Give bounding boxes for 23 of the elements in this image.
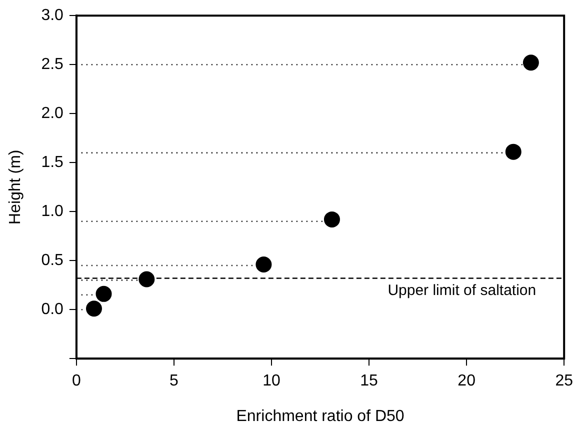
point [256,256,272,273]
point [324,211,340,228]
y-tick-label: 0.5 [41,252,64,270]
y-tick-label: 2.0 [41,105,64,122]
point [86,300,102,317]
x-tick-label: 15 [360,372,378,390]
x-tick-label: 5 [170,372,179,390]
x-tick-label: 10 [262,372,281,390]
point [138,271,155,288]
y-tick-label: 1.5 [41,154,64,172]
point [522,54,539,71]
y-tick-label: 0.0 [41,301,64,318]
x-axis-title: Enrichment ratio of D50 [236,408,404,425]
y-tick-label: 2.5 [41,56,64,74]
point [505,144,522,160]
y-tick-label: 3.0 [41,7,64,24]
x-tick-label: 25 [555,372,574,390]
y-axis-title: Height (m) [7,150,24,224]
point [96,286,112,302]
x-tick-label: 0 [72,372,81,390]
ref-line-label: Upper limit of saltation [388,282,536,299]
y-tick-label: 1.0 [41,203,64,220]
x-tick-label: 20 [458,372,476,390]
